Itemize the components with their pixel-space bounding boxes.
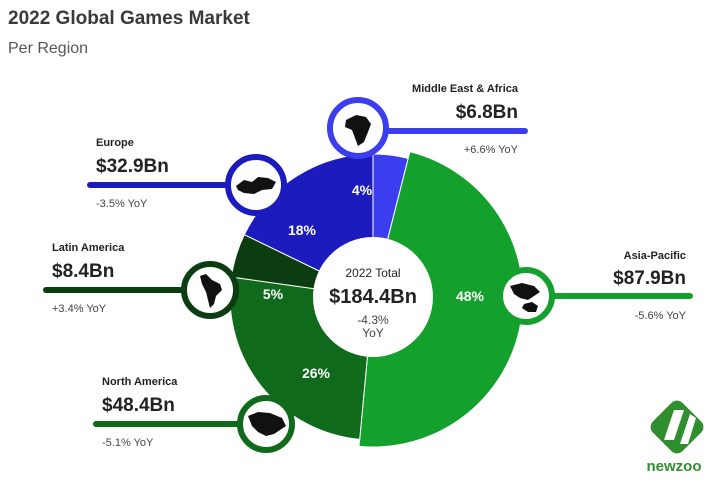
europe-name: Europe: [96, 137, 134, 149]
center-disc: [313, 237, 433, 357]
north-america-map-icon: [237, 395, 295, 453]
latin-america-yoy: +3.4% YoY: [52, 303, 107, 315]
latin-america-name: Latin America: [52, 242, 125, 254]
newzoo-logo-icon: [650, 400, 704, 454]
pie-slices: [229, 151, 524, 448]
north-america-share-label: 26%: [302, 365, 331, 381]
asia-pacific-value: $87.9Bn: [613, 268, 686, 289]
north-america-name: North America: [102, 376, 178, 388]
latin-america-value: $8.4Bn: [52, 261, 114, 282]
total-label: 2022 Total: [345, 266, 400, 280]
middle-east-africa-yoy: +6.6% YoY: [464, 144, 519, 156]
brand-name: newzoo: [646, 458, 702, 475]
middle-east-africa-value: $6.8Bn: [456, 102, 518, 123]
europe-value: $32.9Bn: [96, 156, 169, 177]
asia-pacific-name: Asia-Pacific: [624, 250, 686, 262]
total-yoy: -4.3%: [357, 313, 389, 327]
total-yoy-unit: YoY: [362, 326, 384, 340]
middle-east-africa-name: Middle East & Africa: [412, 83, 519, 95]
asia-pacific-map-icon: [497, 267, 555, 325]
asia-pacific-yoy: -5.6% YoY: [635, 310, 687, 322]
latin-america-map-icon: [181, 261, 239, 319]
chart-subtitle: Per Region: [8, 40, 89, 57]
total-value: $184.4Bn: [329, 286, 417, 308]
chart-title: 2022 Global Games Market: [8, 8, 250, 29]
latin-america-share-label: 5%: [263, 286, 284, 302]
north-america-value: $48.4Bn: [102, 395, 175, 416]
asia-pacific-share-label: 48%: [456, 288, 485, 304]
europe-share-label: 18%: [288, 222, 317, 238]
north-america-yoy: -5.1% YoY: [102, 437, 154, 449]
africa-map-icon: [327, 97, 389, 159]
europe-yoy: -3.5% YoY: [96, 198, 148, 210]
middle-east-africa-share-label: 4%: [352, 182, 373, 198]
europe-map-icon: [225, 154, 287, 216]
